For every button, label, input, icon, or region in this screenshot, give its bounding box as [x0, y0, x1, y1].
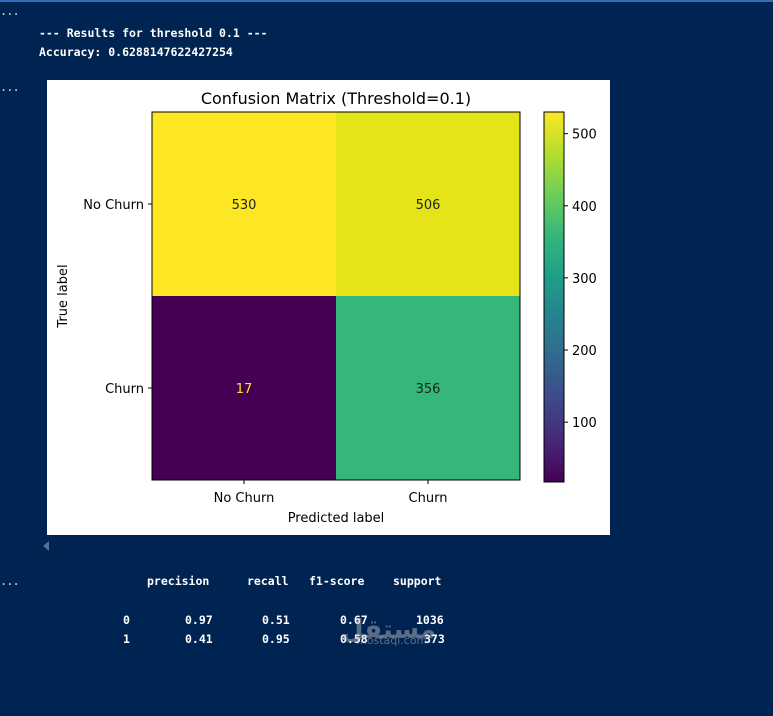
report-header-f1: f1-score [309, 574, 365, 588]
report-row-support: 373 [424, 632, 445, 646]
report-row: 0 0.97 0.51 0.67 1036 [0, 613, 444, 697]
colorbar-tick-label: 200 [572, 344, 597, 359]
matrix-cell [336, 112, 520, 296]
cell-focus-border [0, 0, 773, 2]
report-row-recall: 0.95 [262, 632, 290, 646]
confusion-matrix-figure: 530 506 17 356 Confusion Matrix (Threshold=0… [47, 80, 610, 535]
matrix-cell-value: 506 [416, 198, 441, 213]
report-row-support: 1036 [416, 613, 444, 627]
watermark-logo: مستقل [341, 615, 437, 645]
plot-frame [151, 111, 521, 481]
output-accuracy: Accuracy: 0.6288147622427254 [39, 45, 233, 59]
colorbar-tick-label: 300 [572, 272, 597, 287]
colorbar-tick-label: 100 [572, 416, 597, 431]
x-axis-label: Predicted label [288, 511, 385, 526]
report-row-label: 0 [123, 613, 130, 627]
matrix-cell [336, 296, 520, 480]
matrix-cell-value: 530 [232, 198, 257, 213]
report-row-f1: 0.67 [340, 613, 368, 627]
cell-collapse-ellipsis[interactable]: ... [0, 4, 20, 18]
x-tick-label: No Churn [214, 491, 275, 506]
matrix-cell-value: 356 [416, 382, 441, 397]
matrix-cell [152, 296, 336, 480]
colorbar [543, 111, 565, 483]
report-row-recall: 0.51 [262, 613, 290, 627]
report-row: 1 0.41 0.95 0.58 373 [0, 632, 445, 716]
report-row-f1: 0.58 [340, 632, 368, 646]
colorbar-tick-label: 400 [572, 200, 597, 215]
matrix-cell-value: 17 [236, 382, 253, 397]
report-row-label: 1 [123, 632, 130, 646]
confusion-matrix-chart: 530 506 17 356 Confusion Matrix (Threshold=0… [56, 89, 597, 526]
cell-collapse-ellipsis[interactable]: ... [0, 574, 20, 588]
output-results-header: --- Results for threshold 0.1 --- [39, 26, 268, 40]
report-header-recall: recall [247, 574, 289, 588]
chart-title: Confusion Matrix (Threshold=0.1) [201, 89, 471, 108]
scroll-left-arrow-icon[interactable] [43, 541, 49, 551]
y-axis-label: True label [56, 264, 71, 328]
report-row-precision: 0.97 [185, 613, 213, 627]
colorbar-tick-label: 500 [572, 128, 597, 143]
cell-collapse-ellipsis[interactable]: ... [0, 80, 20, 94]
y-tick-label: Churn [105, 382, 144, 397]
watermark-url: mostaql.com [356, 634, 428, 647]
report-header-support: support [393, 574, 442, 588]
report-header-row: precision recall f1-score support [0, 574, 441, 644]
report-header-precision: precision [147, 574, 210, 588]
matrix-cell [152, 112, 336, 296]
x-tick-label: Churn [409, 491, 448, 506]
report-row-precision: 0.41 [185, 632, 213, 646]
y-tick-label: No Churn [83, 198, 144, 213]
